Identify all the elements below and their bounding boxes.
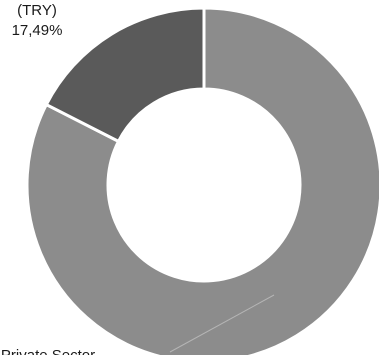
try-slice-label-line2: 17,49% xyxy=(12,22,63,39)
private-sector-slice xyxy=(25,6,379,355)
donut-slices xyxy=(25,6,379,355)
private-sector-slice-label: Private Sector xyxy=(1,347,95,355)
private-sector-leader-line xyxy=(169,294,275,353)
try-slice xyxy=(44,6,206,144)
try-slice-label-line1: (TRY) xyxy=(17,2,57,19)
